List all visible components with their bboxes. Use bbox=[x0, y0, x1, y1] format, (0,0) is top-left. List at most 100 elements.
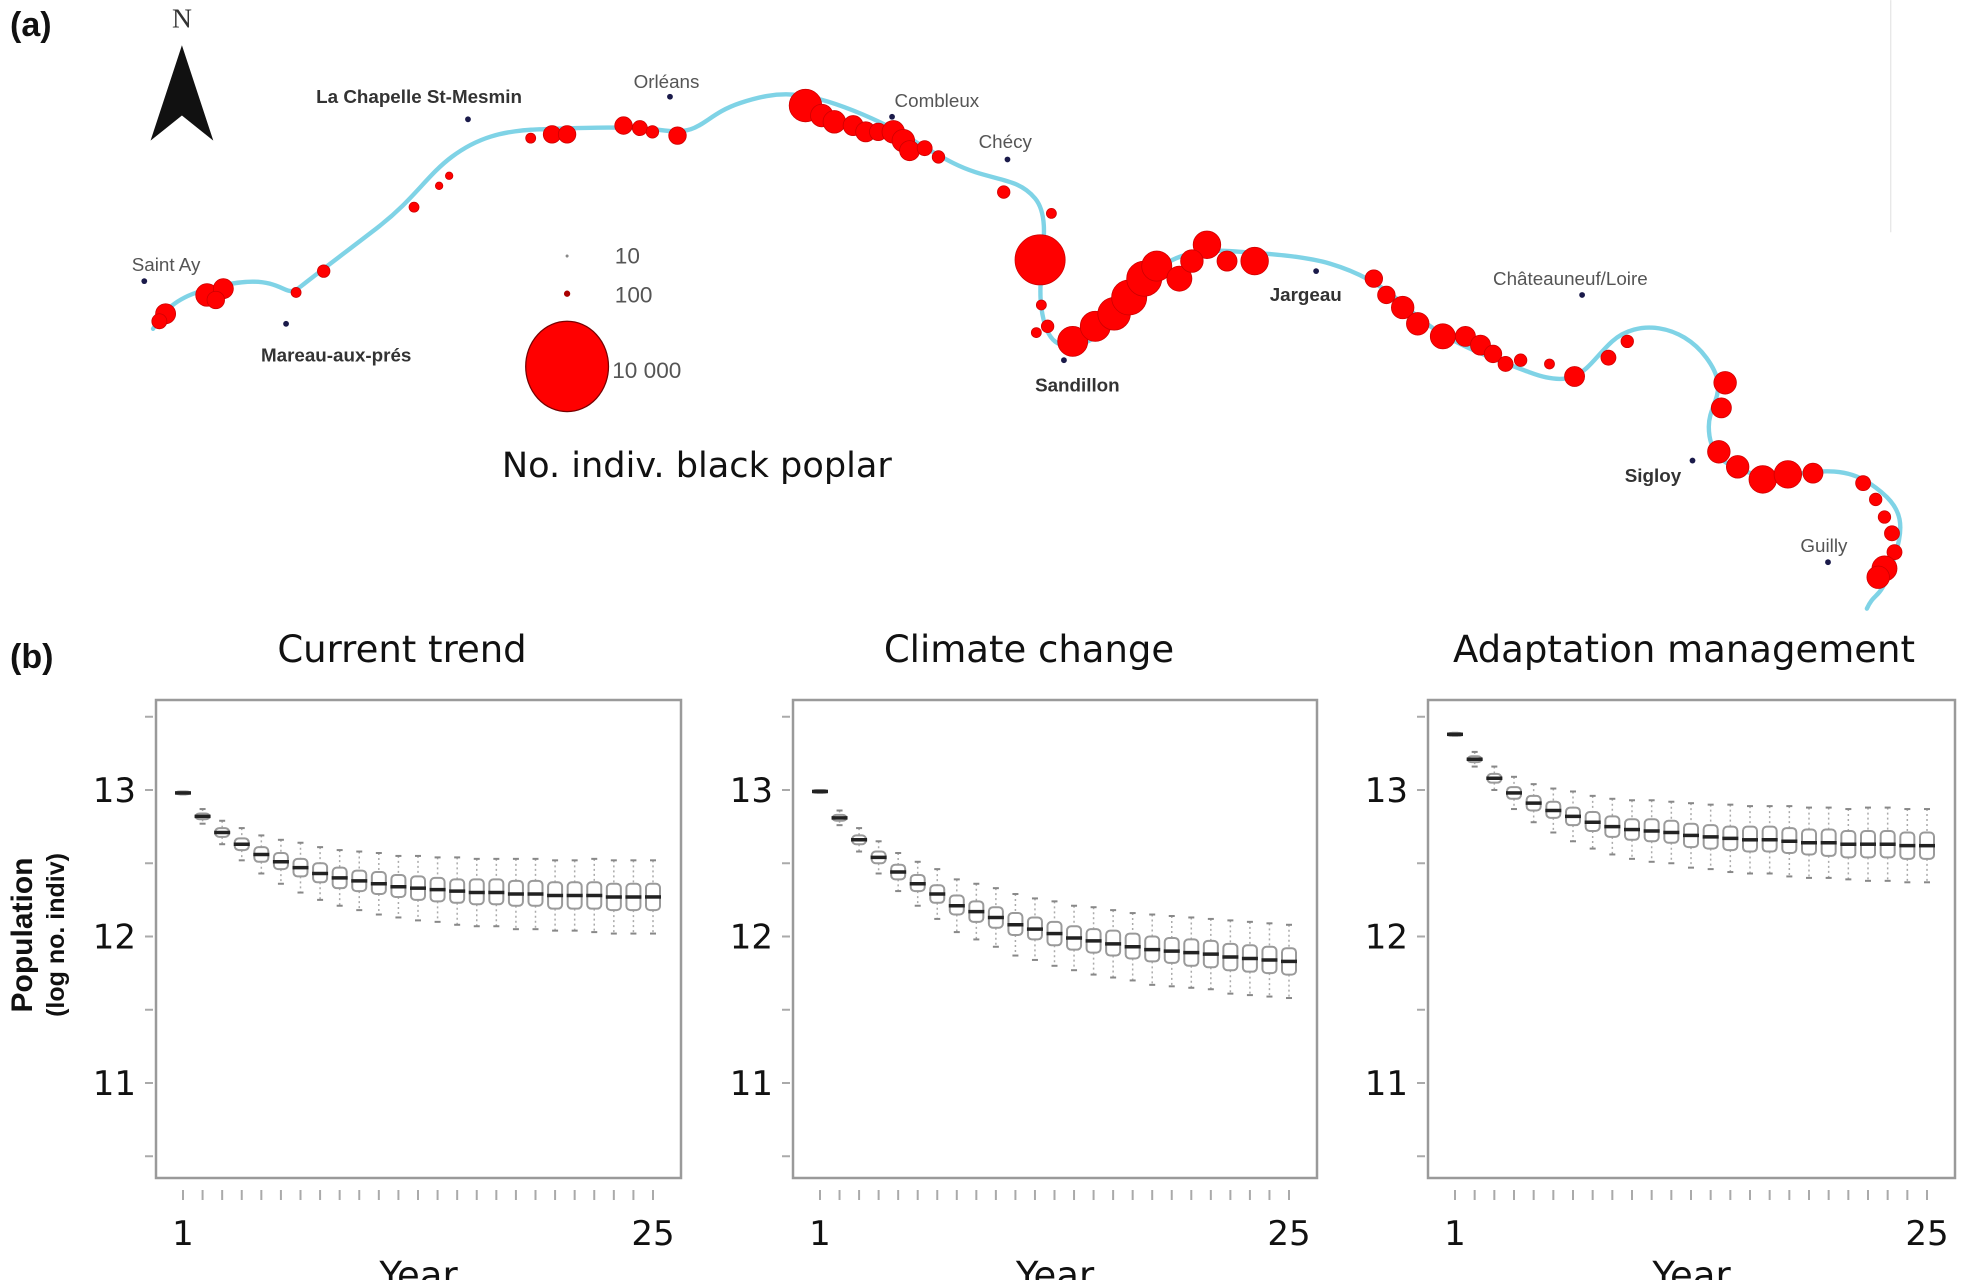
town-dot bbox=[1061, 357, 1067, 364]
boxplot-year-4 bbox=[233, 827, 250, 862]
boxplot-year-21 bbox=[1840, 808, 1857, 881]
boxplot-year-24 bbox=[625, 859, 642, 935]
poplar-stand-circle bbox=[1544, 358, 1555, 370]
town-label: Guilly bbox=[1800, 535, 1848, 556]
boxplot-year-17 bbox=[488, 857, 505, 928]
plot-frame bbox=[1426, 698, 1957, 1180]
town-marker: Combleux bbox=[889, 90, 980, 120]
town-label: Sandillon bbox=[1035, 375, 1120, 396]
boxplot-year-16 bbox=[468, 857, 485, 928]
poplar-stand-circle bbox=[614, 116, 633, 135]
poplar-stand-circle bbox=[631, 120, 648, 136]
poplar-stand-circle bbox=[1406, 312, 1430, 336]
x-tick-label: 1 bbox=[809, 1214, 831, 1254]
boxplot-year-14 bbox=[1066, 904, 1083, 972]
boxplot-year-12 bbox=[1663, 800, 1680, 865]
boxplot-year-23 bbox=[605, 859, 622, 935]
y-tick-label: 11 bbox=[93, 1064, 136, 1104]
boxplot-year-20 bbox=[1820, 806, 1837, 879]
poplar-stand-circle bbox=[1057, 325, 1089, 357]
poplar-stand-circle bbox=[1045, 208, 1057, 219]
poplar-stand-circle bbox=[1364, 269, 1383, 288]
poplar-stand-circle bbox=[1773, 460, 1803, 489]
north-arrow-icon bbox=[150, 45, 214, 141]
town-marker: Chécy bbox=[979, 131, 1032, 163]
poplar-stand-circle bbox=[434, 181, 444, 190]
poplar-stand-circle bbox=[1869, 492, 1883, 507]
legend-symbol-10000 bbox=[525, 320, 610, 413]
town-label: Orléans bbox=[634, 71, 700, 92]
boxplot-year-23 bbox=[1879, 806, 1896, 882]
boxplot-year-18 bbox=[1781, 805, 1798, 878]
town-dot bbox=[1825, 559, 1831, 566]
y-tick-label: 11 bbox=[730, 1064, 773, 1104]
town-dot bbox=[1579, 292, 1585, 298]
y-tick-label: 13 bbox=[730, 771, 773, 811]
poplar-stand-circle bbox=[1429, 323, 1456, 350]
legend-label: 100 bbox=[615, 282, 653, 307]
towns: Saint Ay Mareau-aux-prés La Chapelle St-Me… bbox=[132, 71, 1848, 566]
boxplot-year-19 bbox=[1163, 914, 1180, 988]
boxplot-year-6 bbox=[272, 838, 289, 885]
boxplot-year-3 bbox=[851, 827, 868, 853]
boxplot-year-21 bbox=[566, 859, 583, 932]
boxplot-year-14 bbox=[1702, 803, 1719, 871]
boxplot-year-23 bbox=[1241, 920, 1258, 997]
poplar-stand-circle bbox=[1497, 356, 1514, 372]
town-label: Saint Ay bbox=[132, 254, 201, 275]
poplar-stand-circle bbox=[899, 140, 921, 162]
population-boxplots: Population (log no. indiv) Current trend… bbox=[6, 628, 1957, 1280]
town-label: Mareau-aux-prés bbox=[261, 344, 411, 365]
y-axis-label: Population (log no. indiv) bbox=[6, 853, 70, 1017]
boxplot-year-4 bbox=[1506, 775, 1522, 811]
boxplot-year-24 bbox=[1899, 808, 1916, 884]
poplar-stand-circle bbox=[1710, 397, 1732, 419]
boxplot-year-10 bbox=[351, 850, 368, 912]
boxplot-year-20 bbox=[547, 859, 564, 932]
poplar-stand-circle bbox=[1040, 319, 1055, 333]
town-marker: Sigloy bbox=[1625, 457, 1696, 486]
boxplot-year-24 bbox=[1261, 922, 1278, 998]
x-tick-label: 1 bbox=[172, 1214, 194, 1254]
town-dot bbox=[465, 116, 471, 123]
plot-frame bbox=[154, 698, 683, 1180]
town-marker: Châteauneuf/Loire bbox=[1493, 268, 1648, 298]
boxplot-year-11 bbox=[370, 851, 387, 916]
boxplot-year-11 bbox=[1643, 799, 1660, 863]
town-marker: Sandillon bbox=[1035, 357, 1120, 396]
boxplot-year-5 bbox=[890, 851, 907, 893]
boxplot-year-17 bbox=[1761, 805, 1778, 875]
town-marker: La Chapelle St-Mesmin bbox=[316, 86, 522, 123]
poplar-stand-circle bbox=[151, 313, 168, 330]
poplar-stand-circle bbox=[1726, 455, 1750, 479]
town-marker: Orléans bbox=[634, 71, 700, 100]
boxplot-year-5 bbox=[1525, 783, 1542, 824]
poplar-stand-circle bbox=[645, 125, 660, 139]
y-axis-label-line2: (log no. indiv) bbox=[42, 853, 70, 1017]
boxplot-year-12 bbox=[390, 854, 407, 919]
poplar-stand-circle bbox=[445, 171, 454, 180]
town-marker: Saint Ay bbox=[132, 254, 201, 285]
town-label: Sigloy bbox=[1625, 465, 1682, 486]
boxplot-year-2 bbox=[1466, 750, 1483, 768]
boxplot-year-9 bbox=[1604, 797, 1621, 856]
north-label: N bbox=[172, 3, 192, 34]
y-tick-label: 12 bbox=[730, 918, 773, 958]
boxplot-year-6 bbox=[1545, 787, 1562, 834]
loire-river bbox=[150, 92, 1903, 611]
boxplot-year-6 bbox=[909, 860, 926, 907]
poplar-stand-circle bbox=[1377, 285, 1396, 305]
boxplot-year-3 bbox=[1486, 765, 1503, 791]
poplar-stand-circle bbox=[1035, 299, 1047, 311]
boxplot-year-3 bbox=[214, 819, 231, 846]
boxplot-year-22 bbox=[1222, 919, 1239, 995]
town-dot bbox=[1004, 156, 1011, 163]
boxplot-year-22 bbox=[1860, 806, 1876, 882]
town-dot bbox=[667, 93, 673, 100]
x-tick-label: 1 bbox=[1444, 1214, 1466, 1254]
x-tick-label: 25 bbox=[631, 1214, 674, 1254]
boxplot-year-22 bbox=[586, 857, 603, 934]
y-tick-label: 12 bbox=[93, 918, 136, 958]
town-dot bbox=[1313, 268, 1320, 275]
